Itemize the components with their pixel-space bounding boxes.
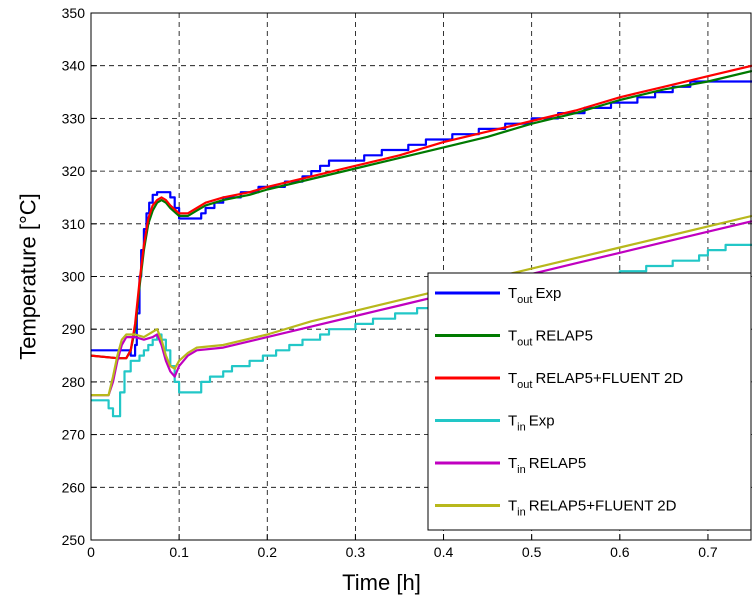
- y-tick-label: 310: [62, 216, 86, 232]
- legend-label-tout-exp: Tout Exp: [508, 285, 561, 306]
- y-tick-label: 280: [62, 374, 86, 390]
- series-line-tout-relap5-fluent: [90, 64, 752, 360]
- y-tick-label: 270: [62, 427, 86, 443]
- x-tick-label: 0.7: [698, 544, 718, 560]
- axis-ticks: 0 0.1 0.2 0.3 0.4 0.5 0.6 0.7 250 260 270 280 290 300…: [62, 5, 718, 560]
- x-axis-title: Time [h]: [342, 570, 421, 595]
- y-axis-title: Temperature [°C]: [16, 193, 41, 360]
- x-tick-label: 0.6: [610, 544, 630, 560]
- legend-label-tout-relap5: Tout RELAP5: [508, 328, 593, 349]
- x-tick-label: 0.4: [434, 544, 454, 560]
- y-tick-label: 320: [62, 163, 86, 179]
- y-tick-label: 290: [62, 321, 86, 337]
- legend: Tout Exp Tout RELAP5 Tout RELAP5+FLUENT 2D Tin…: [427, 272, 752, 531]
- y-tick-label: 330: [62, 110, 86, 126]
- y-tick-label: 260: [62, 479, 86, 495]
- x-tick-label: 0: [87, 544, 95, 560]
- y-tick-label: 300: [62, 269, 86, 285]
- x-tick-label: 0.3: [346, 544, 366, 560]
- series-line-tin-relap5-fluent: [91, 214, 752, 397]
- x-tick-label: 0.1: [169, 544, 189, 560]
- y-tick-label: 340: [62, 58, 86, 74]
- y-tick-label: 250: [62, 532, 86, 548]
- legend-label-tout-relap5-fluent: Tout RELAP5+FLUENT 2D: [508, 370, 683, 391]
- x-tick-label: 0.2: [258, 544, 278, 560]
- legend-label-tin-relap5-fluent: Tin RELAP5+FLUENT 2D: [508, 498, 677, 519]
- x-tick-label: 0.5: [522, 544, 542, 560]
- y-tick-label: 350: [62, 5, 86, 21]
- legend-label-tin-exp: Tin Exp: [508, 413, 555, 434]
- legend-box: [427, 272, 752, 531]
- legend-label-tin-relap5: Tin RELAP5: [508, 455, 586, 476]
